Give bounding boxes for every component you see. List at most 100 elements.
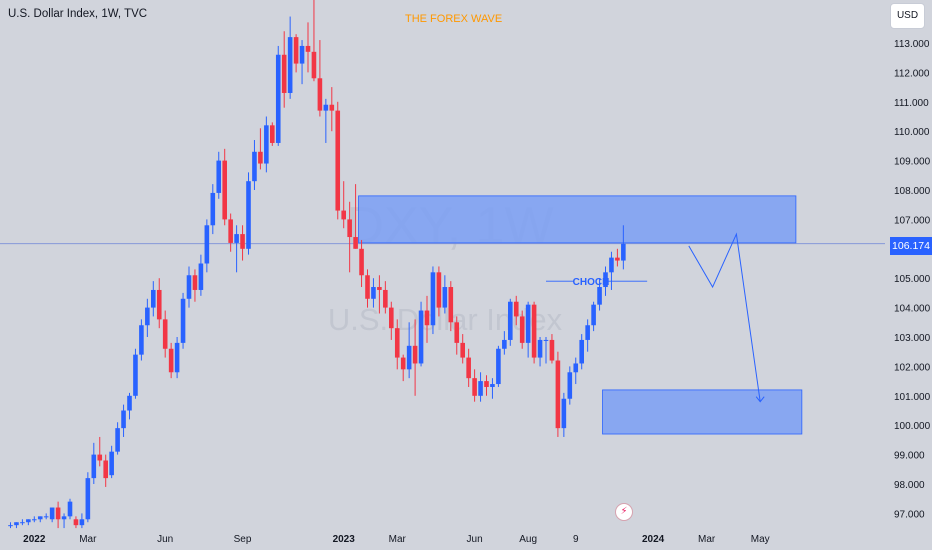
- candle-body: [139, 325, 144, 355]
- candle-body: [174, 342, 180, 373]
- candle-body: [210, 192, 216, 226]
- candle: [383, 281, 388, 314]
- candle-body: [597, 287, 602, 305]
- candle-body: [585, 325, 590, 340]
- candle: [329, 87, 335, 132]
- candle-body: [79, 519, 85, 526]
- candle-body: [513, 301, 519, 317]
- y-tick-label: 109.000: [894, 157, 931, 168]
- candle-body: [365, 275, 370, 299]
- candle: [127, 392, 132, 420]
- x-tick-label: May: [751, 534, 770, 545]
- candle: [240, 225, 245, 261]
- lightning-icon[interactable]: ⚡︎: [615, 503, 633, 521]
- x-tick-label: Mar: [79, 534, 97, 545]
- candle: [400, 354, 406, 382]
- candle: [460, 334, 465, 364]
- choch-label: CHOCH: [573, 277, 610, 288]
- candle: [174, 337, 180, 379]
- candle-body: [377, 287, 382, 290]
- y-tick-label: 105.000: [894, 274, 931, 285]
- candle: [603, 266, 608, 296]
- y-tick-label: 101.000: [894, 392, 931, 403]
- choch-annotation: CHOCH: [546, 277, 648, 288]
- candle-body: [323, 104, 329, 111]
- candle: [305, 22, 311, 73]
- candle: [585, 319, 590, 352]
- candle-body: [162, 319, 168, 349]
- candle-body: [424, 310, 430, 326]
- x-tick-label: Sep: [234, 534, 252, 545]
- candle-body: [270, 125, 275, 143]
- y-tick-label: 112.000: [894, 68, 930, 79]
- candle: [555, 351, 561, 437]
- candle-body: [43, 516, 49, 518]
- candle: [145, 298, 150, 337]
- candle: [204, 219, 210, 273]
- candle-body: [240, 234, 245, 249]
- candle-body: [91, 454, 97, 479]
- projection-arrowhead: [755, 396, 765, 403]
- y-tick-label: 104.000: [894, 304, 931, 315]
- candle-body: [14, 522, 19, 526]
- candle-body: [525, 304, 531, 343]
- symbol-title[interactable]: U.S. Dollar Index, 1W, TVC: [8, 8, 148, 20]
- candle: [73, 516, 79, 529]
- candle-body: [537, 339, 543, 358]
- candle-body: [502, 339, 507, 349]
- candle-body: [216, 160, 222, 193]
- y-tick-label: 102.000: [894, 362, 931, 373]
- candle: [525, 301, 531, 358]
- candle-body: [168, 348, 174, 373]
- candle: [341, 181, 346, 229]
- candle-body: [204, 225, 210, 264]
- y-tick-label: 97.000: [894, 509, 925, 520]
- candle-body: [61, 516, 67, 520]
- last-price-tag: 106.174: [890, 237, 932, 255]
- currency-button[interactable]: USD: [890, 3, 925, 29]
- candle-body: [156, 289, 162, 320]
- candle: [258, 128, 263, 170]
- y-tick-label: 111.000: [894, 98, 929, 109]
- candle: [151, 281, 156, 317]
- y-tick-label: 108.000: [894, 186, 931, 197]
- candle-body: [20, 522, 25, 524]
- candle-body: [275, 54, 281, 143]
- candle-body: [198, 263, 204, 290]
- candle-body: [573, 363, 579, 373]
- candle-body: [615, 257, 620, 261]
- x-tick-label: 2024: [642, 534, 665, 545]
- candle-body: [359, 248, 364, 276]
- candle-body: [121, 410, 126, 429]
- candle-body: [311, 51, 317, 79]
- candle-body: [549, 339, 555, 361]
- candle-body: [609, 257, 614, 273]
- candle-body: [26, 519, 31, 523]
- candle-body: [115, 428, 120, 452]
- candle-body: [341, 210, 346, 220]
- candle-body: [192, 275, 198, 290]
- candle: [406, 322, 412, 379]
- candle: [91, 442, 97, 484]
- candle: [37, 516, 43, 523]
- candle-body: [299, 45, 305, 64]
- candle-body: [103, 460, 108, 479]
- candle-body: [436, 272, 442, 308]
- candle: [299, 40, 305, 85]
- candle: [49, 507, 55, 523]
- y-tick-label: 100.000: [894, 421, 931, 432]
- candle: [549, 334, 555, 364]
- candle-body: [466, 357, 471, 379]
- candle-body: [460, 342, 465, 358]
- y-tick-label: 110.000: [894, 127, 930, 138]
- candle-body: [32, 519, 37, 521]
- candle-body: [67, 501, 73, 517]
- candle-body: [472, 378, 477, 396]
- candle-body: [412, 345, 418, 364]
- candle: [103, 454, 108, 487]
- candle-body: [418, 310, 424, 364]
- candle-body: [371, 287, 376, 299]
- candle-body: [603, 272, 608, 288]
- candle: [591, 301, 596, 332]
